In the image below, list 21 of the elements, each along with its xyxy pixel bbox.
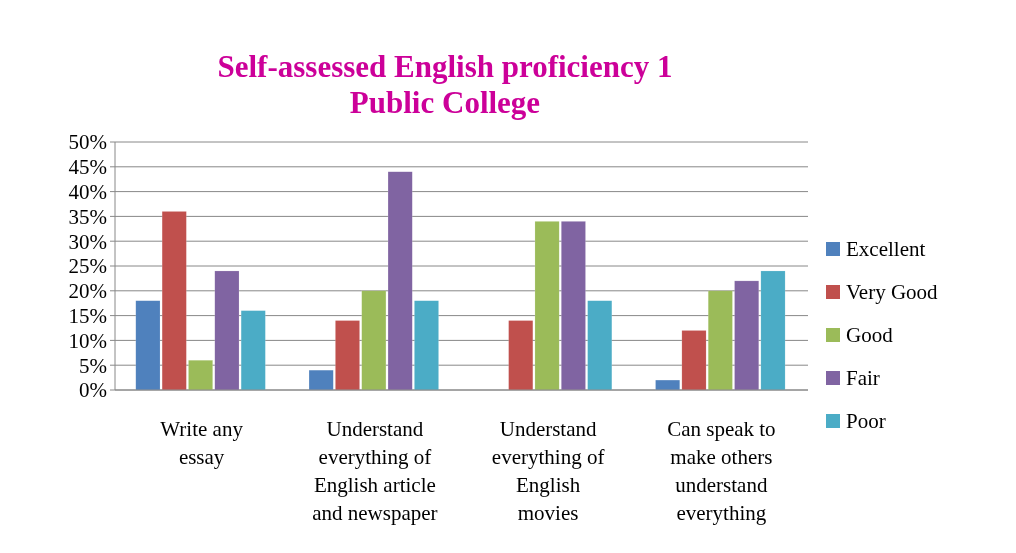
y-tick-label: 25%: [68, 254, 107, 279]
x-tick-label: Can speak to make others understand everything: [667, 417, 776, 525]
y-tick-label: 5%: [79, 353, 107, 378]
y-tick-label: 15%: [68, 303, 107, 328]
legend-label: Excellent: [846, 237, 926, 262]
legend-label: Very Good: [846, 280, 939, 305]
y-tick-label: 20%: [68, 279, 107, 304]
y-tick-label: 35%: [68, 204, 107, 229]
y-tick-label: 30%: [68, 229, 107, 254]
chart-title: Self-assessed English proficiency 1 Public College: [217, 49, 673, 120]
y-tick-label: 10%: [68, 328, 107, 353]
legend-label: Good: [846, 323, 894, 348]
y-tick-label: 45%: [68, 155, 107, 180]
legend-label: Fair: [846, 366, 880, 391]
y-tick-label: 50%: [68, 130, 107, 155]
legend-label: Poor: [846, 409, 886, 434]
x-tick-label: Understand everything of English article and newspaper: [312, 417, 438, 525]
x-tick-label: Understand everything of English movies: [491, 417, 605, 525]
y-tick-label: 0%: [79, 378, 107, 403]
x-tick-label: Write any essay: [160, 417, 244, 469]
y-tick-label: 40%: [68, 179, 107, 204]
